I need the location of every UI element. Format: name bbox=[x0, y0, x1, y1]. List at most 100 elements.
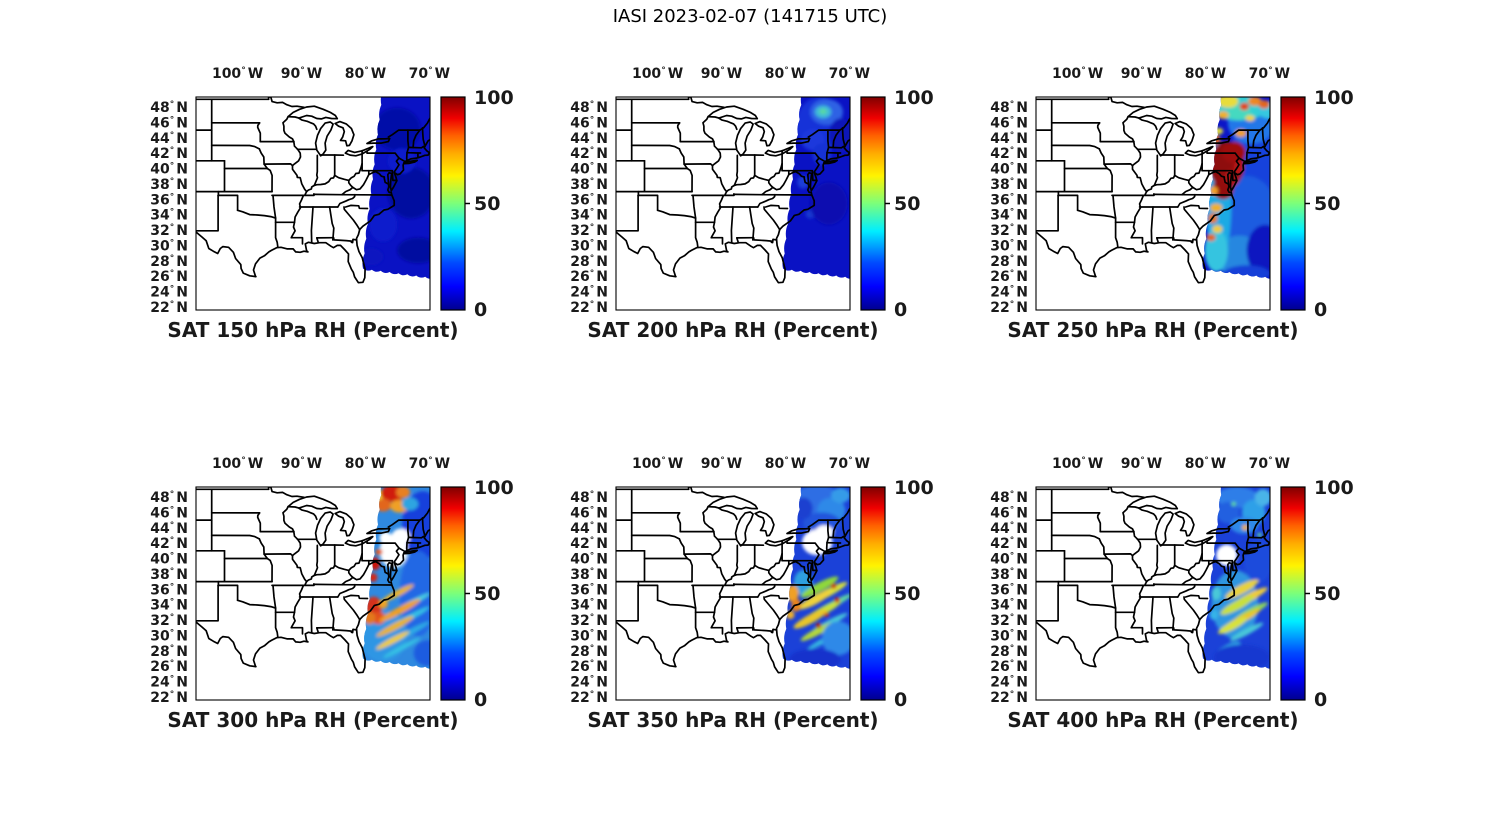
lat-tick-label: 44° N bbox=[570, 131, 608, 147]
map-outline bbox=[616, 487, 850, 674]
colorbar-gradient bbox=[440, 96, 466, 311]
axes-frame bbox=[1035, 96, 1271, 311]
colorbar-label-100: 100 bbox=[474, 477, 514, 499]
panel-title: SAT 250 hPa RH (Percent) bbox=[1007, 318, 1298, 342]
lat-tick-label: 24° N bbox=[570, 285, 608, 301]
colorbar-gradient bbox=[1280, 486, 1306, 701]
lat-tick-label: 26° N bbox=[570, 659, 608, 675]
panel-title: SAT 350 hPa RH (Percent) bbox=[587, 708, 878, 732]
lon-tick-label: 100° W bbox=[632, 66, 683, 82]
lon-tick-label: 100° W bbox=[1052, 456, 1103, 472]
lat-tick-label: 32° N bbox=[990, 613, 1028, 629]
lat-tick-label: 44° N bbox=[150, 521, 188, 537]
lat-tick-label: 44° N bbox=[990, 521, 1028, 537]
map-outline bbox=[196, 97, 430, 284]
axis-tick-labels: 100° W 90° W 80° W 70° W 48° N46° N44° N42° N40° N38°… bbox=[570, 456, 870, 706]
lat-tick-label: 24° N bbox=[150, 675, 188, 691]
lon-tick-label: 100° W bbox=[212, 456, 263, 472]
colorbar-label-50: 50 bbox=[1314, 193, 1340, 215]
lat-tick-label: 40° N bbox=[990, 552, 1028, 568]
lat-tick-label: 38° N bbox=[150, 177, 188, 193]
lat-tick-label: 36° N bbox=[570, 582, 608, 598]
lon-tick-label: 90° W bbox=[701, 66, 742, 82]
lon-tick-label: 80° W bbox=[1185, 456, 1226, 472]
lat-tick-label: 26° N bbox=[150, 659, 188, 675]
lat-tick-label: 36° N bbox=[990, 582, 1028, 598]
lat-tick-label: 34° N bbox=[990, 598, 1028, 614]
lat-tick-label: 36° N bbox=[990, 192, 1028, 208]
lat-tick-label: 24° N bbox=[990, 285, 1028, 301]
lat-tick-label: 30° N bbox=[570, 628, 608, 644]
lat-tick-label: 40° N bbox=[150, 162, 188, 178]
colorbar-label-100: 100 bbox=[474, 87, 514, 109]
lon-tick-label: 80° W bbox=[345, 456, 386, 472]
lat-tick-label: 46° N bbox=[150, 115, 188, 131]
panel-400-figure: 100° W 90° W 80° W 70° W 48° N46° N44° N42° N40° N38°… bbox=[990, 456, 1354, 732]
colorbar-label-0: 0 bbox=[1314, 689, 1327, 711]
lat-tick-label: 28° N bbox=[570, 644, 608, 660]
lat-tick-label: 40° N bbox=[150, 552, 188, 568]
lat-tick-label: 22° N bbox=[570, 690, 608, 706]
lon-tick-label: 90° W bbox=[281, 456, 322, 472]
colorbar: 100 50 0 bbox=[1280, 477, 1354, 711]
colorbar-label-0: 0 bbox=[474, 689, 487, 711]
panel-250-figure: 100° W 90° W 80° W 70° W 48° N46° N44° N42° N40° N38°… bbox=[990, 66, 1354, 342]
lat-tick-label: 46° N bbox=[990, 115, 1028, 131]
lon-tick-label: 70° W bbox=[409, 456, 450, 472]
lat-tick-label: 30° N bbox=[990, 238, 1028, 254]
lat-tick-label: 26° N bbox=[990, 269, 1028, 285]
map-outline bbox=[1036, 487, 1270, 674]
colorbar-label-50: 50 bbox=[894, 583, 920, 605]
lon-tick-label: 70° W bbox=[1249, 456, 1290, 472]
lat-tick-label: 36° N bbox=[570, 192, 608, 208]
lon-tick-label: 80° W bbox=[765, 66, 806, 82]
panel-title: SAT 150 hPa RH (Percent) bbox=[167, 318, 458, 342]
panel-title: SAT 400 hPa RH (Percent) bbox=[1007, 708, 1298, 732]
lat-tick-label: 24° N bbox=[570, 675, 608, 691]
lat-tick-label: 22° N bbox=[150, 690, 188, 706]
lat-tick-label: 38° N bbox=[990, 567, 1028, 583]
lat-tick-label: 34° N bbox=[990, 208, 1028, 224]
lat-tick-label: 34° N bbox=[570, 208, 608, 224]
data-swath bbox=[362, 97, 430, 280]
colorbar-label-0: 0 bbox=[1314, 299, 1327, 321]
lat-tick-label: 28° N bbox=[990, 254, 1028, 270]
lon-tick-label: 80° W bbox=[1185, 66, 1226, 82]
axis-tick-labels: 100° W 90° W 80° W 70° W 48° N46° N44° N42° N40° N38°… bbox=[150, 66, 450, 316]
lat-tick-label: 46° N bbox=[150, 505, 188, 521]
colorbar: 100 50 0 bbox=[860, 87, 934, 321]
colorbar: 100 50 0 bbox=[1280, 87, 1354, 321]
axis-tick-labels: 100° W 90° W 80° W 70° W 48° N46° N44° N42° N40° N38°… bbox=[990, 66, 1290, 316]
colorbar-label-50: 50 bbox=[474, 193, 500, 215]
panel-150-figure: 100° W 90° W 80° W 70° W 48° N46° N44° N42° N40° N38°… bbox=[150, 66, 514, 342]
lat-tick-label: 26° N bbox=[570, 269, 608, 285]
colorbar-gradient bbox=[1280, 96, 1306, 311]
map-outline bbox=[616, 97, 850, 284]
lat-tick-label: 40° N bbox=[570, 552, 608, 568]
lat-tick-label: 42° N bbox=[990, 536, 1028, 552]
axes-frame bbox=[615, 486, 851, 701]
colorbar-gradient bbox=[440, 486, 466, 701]
lat-tick-label: 32° N bbox=[570, 223, 608, 239]
colorbar-label-50: 50 bbox=[1314, 583, 1340, 605]
lon-tick-label: 70° W bbox=[829, 66, 870, 82]
lat-tick-label: 48° N bbox=[990, 100, 1028, 116]
lon-tick-label: 70° W bbox=[829, 456, 870, 472]
map-outline bbox=[1036, 97, 1270, 284]
lat-tick-label: 28° N bbox=[150, 644, 188, 660]
lat-tick-label: 44° N bbox=[570, 521, 608, 537]
lat-tick-label: 38° N bbox=[570, 177, 608, 193]
lat-tick-label: 34° N bbox=[150, 598, 188, 614]
lat-tick-label: 34° N bbox=[570, 598, 608, 614]
lat-tick-label: 44° N bbox=[990, 131, 1028, 147]
lon-tick-label: 90° W bbox=[1121, 66, 1162, 82]
lat-tick-label: 38° N bbox=[150, 567, 188, 583]
lat-tick-label: 26° N bbox=[990, 659, 1028, 675]
panel-350-figure: 100° W 90° W 80° W 70° W 48° N46° N44° N42° N40° N38°… bbox=[570, 456, 933, 732]
panel-200-figure: 100° W 90° W 80° W 70° W 48° N46° N44° N42° N40° N38°… bbox=[570, 66, 934, 342]
lat-tick-label: 26° N bbox=[150, 269, 188, 285]
lon-tick-label: 90° W bbox=[1121, 456, 1162, 472]
lat-tick-label: 28° N bbox=[570, 254, 608, 270]
colorbar-gradient bbox=[860, 486, 886, 701]
lat-tick-label: 48° N bbox=[570, 100, 608, 116]
